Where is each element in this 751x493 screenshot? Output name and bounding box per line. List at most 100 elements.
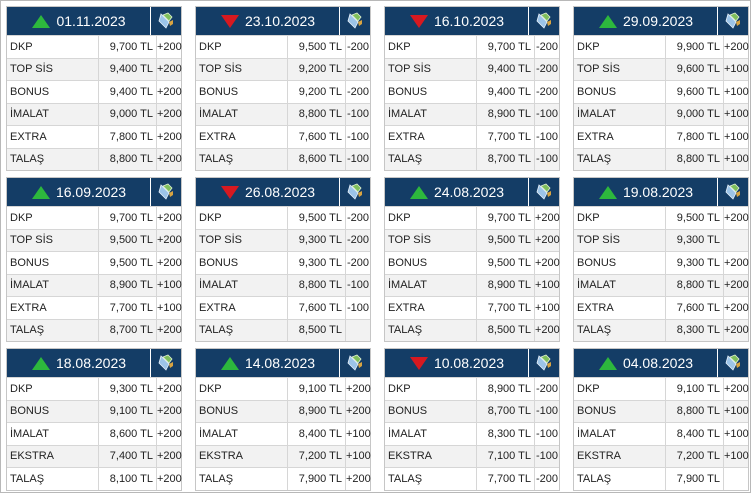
table-row: EXTRA 7,600 TL +200 — [574, 296, 749, 319]
table-row: TALAŞ 8,700 TL -100 — [385, 147, 559, 170]
item-change: +200 — [723, 377, 749, 400]
table-row: BONUS 9,500 TL +200 — [7, 251, 182, 274]
item-name: TALAŞ — [196, 318, 288, 341]
arrow-up-icon — [598, 356, 617, 370]
item-change: +100 — [723, 422, 749, 445]
item-price: 8,400 TL — [287, 422, 346, 445]
table-row: TOP SİS 9,200 TL -200 — [196, 57, 370, 81]
table-row: TOP SİS 9,500 TL +200 — [385, 228, 560, 252]
flag-icon[interactable] — [717, 7, 748, 35]
item-price: 8,300 TL — [665, 318, 724, 341]
item-change: +200 — [156, 35, 182, 58]
item-price: 9,500 TL — [98, 228, 157, 252]
price-card: 19.08.2023 DKP 9,500 TL +200 TOP SİS 9,300 TL… — [573, 177, 749, 342]
item-change: +100 — [156, 296, 182, 319]
table-row: TOP SİS 9,400 TL -200 — [385, 57, 559, 81]
item-change: +100 — [723, 399, 749, 423]
flag-icon[interactable] — [717, 349, 748, 377]
item-name: BONUS — [574, 251, 666, 274]
table-row: EXTRA 7,700 TL -100 — [385, 125, 559, 148]
flag-icon[interactable] — [528, 178, 559, 206]
item-price: 7,700 TL — [476, 125, 535, 148]
item-change: +200 — [156, 377, 182, 400]
item-price: 7,600 TL — [287, 125, 346, 148]
price-table: DKP 9,500 TL -200 TOP SİS 9,200 TL -200 BONUS 9… — [196, 35, 370, 170]
flag-icon[interactable] — [150, 349, 181, 377]
item-price: 8,600 TL — [287, 147, 346, 170]
item-price: 8,900 TL — [287, 399, 346, 423]
flag-icon[interactable] — [339, 178, 370, 206]
table-row: EXTRA 7,700 TL +100 — [385, 296, 560, 319]
card-header: 04.08.2023 — [574, 349, 748, 377]
table-row: İMALAT 8,300 TL -100 — [385, 422, 559, 445]
item-name: DKP — [385, 35, 477, 58]
item-name: TOP SİS — [574, 228, 666, 252]
arrow-down-icon — [220, 14, 239, 28]
table-row: BONUS 9,300 TL -200 — [196, 251, 370, 274]
table-row: DKP 9,100 TL +200 — [196, 377, 371, 400]
date-label: 24.08.2023 — [433, 184, 505, 200]
item-name: TOP SİS — [7, 57, 99, 81]
item-name: BONUS — [196, 251, 288, 274]
arrow-up-icon — [32, 14, 51, 28]
item-price: 9,500 TL — [98, 251, 157, 274]
item-price: 9,700 TL — [476, 35, 535, 58]
price-card: 18.08.2023 DKP 9,300 TL +200 BONUS 9,100 TL +2… — [6, 348, 182, 491]
flag-icon[interactable] — [528, 7, 559, 35]
flag-icon[interactable] — [528, 349, 559, 377]
item-price: 9,000 TL — [98, 102, 157, 126]
date-label: 18.08.2023 — [55, 355, 127, 371]
item-name: EXTRA — [385, 296, 477, 319]
item-change: -100 — [345, 125, 370, 148]
item-price: 9,600 TL — [665, 57, 724, 81]
item-name: DKP — [7, 35, 99, 58]
card-date: 19.08.2023 — [574, 178, 718, 206]
item-name: EKSTRA — [385, 444, 477, 468]
item-name: İMALAT — [7, 422, 99, 445]
item-change: +200 — [156, 125, 182, 148]
table-row: TOP SİS 9,300 TL — [574, 228, 748, 252]
price-table: DKP 9,700 TL +200 TOP SİS 9,400 TL +200 BONUS 9… — [7, 35, 182, 170]
table-row: BONUS 9,300 TL +200 — [574, 251, 749, 274]
item-price: 7,200 TL — [665, 444, 724, 468]
date-label: 14.08.2023 — [244, 355, 316, 371]
card-date: 10.08.2023 — [385, 349, 529, 377]
item-price: 8,800 TL — [665, 399, 724, 423]
flag-icon[interactable] — [150, 178, 181, 206]
item-change: +200 — [156, 444, 182, 468]
price-card: 23.10.2023 DKP 9,500 TL -200 TOP SİS 9,200 TL… — [195, 6, 371, 171]
item-name: TALAŞ — [7, 318, 99, 341]
card-date: 23.10.2023 — [196, 7, 340, 35]
table-row: TALAŞ 7,900 TL +200 — [196, 467, 371, 490]
item-change: -100 — [534, 444, 559, 468]
item-name: DKP — [385, 377, 477, 400]
item-price: 9,400 TL — [98, 57, 157, 81]
table-row: DKP 9,700 TL +200 — [385, 206, 560, 229]
item-name: TOP SİS — [385, 57, 477, 81]
item-change: -100 — [534, 399, 559, 423]
table-row: TALAŞ 8,500 TL — [196, 318, 370, 341]
table-row: DKP 9,700 TL -200 — [385, 35, 559, 58]
arrow-up-icon — [598, 14, 617, 28]
price-card: 29.09.2023 DKP 9,900 TL +200 TOP SİS 9,600 TL… — [573, 6, 749, 171]
price-card: 24.08.2023 DKP 9,700 TL +200 TOP SİS 9,500 TL… — [384, 177, 560, 342]
item-price: 9,400 TL — [476, 80, 535, 103]
price-table: DKP 9,100 TL +200 BONUS 8,900 TL +200 İMALAT 8,… — [196, 377, 371, 490]
item-price: 9,500 TL — [476, 228, 535, 252]
flag-icon[interactable] — [150, 7, 181, 35]
item-price: 8,500 TL — [287, 318, 346, 341]
flag-icon[interactable] — [339, 349, 370, 377]
item-name: BONUS — [7, 251, 99, 274]
item-price: 9,300 TL — [665, 251, 724, 274]
table-row: TOP SİS 9,300 TL -200 — [196, 228, 370, 252]
flag-icon[interactable] — [339, 7, 370, 35]
flag-icon[interactable] — [717, 178, 748, 206]
item-price: 8,900 TL — [98, 273, 157, 297]
item-name: EXTRA — [385, 125, 477, 148]
item-change: +200 — [723, 318, 749, 341]
date-label: 23.10.2023 — [244, 13, 316, 29]
item-name: TOP SİS — [196, 57, 288, 81]
price-table: DKP 8,900 TL -200 BONUS 8,700 TL -100 İMALAT 8,… — [385, 377, 559, 490]
card-date: 29.09.2023 — [574, 7, 718, 35]
table-row: BONUS 8,700 TL -100 — [385, 399, 559, 423]
